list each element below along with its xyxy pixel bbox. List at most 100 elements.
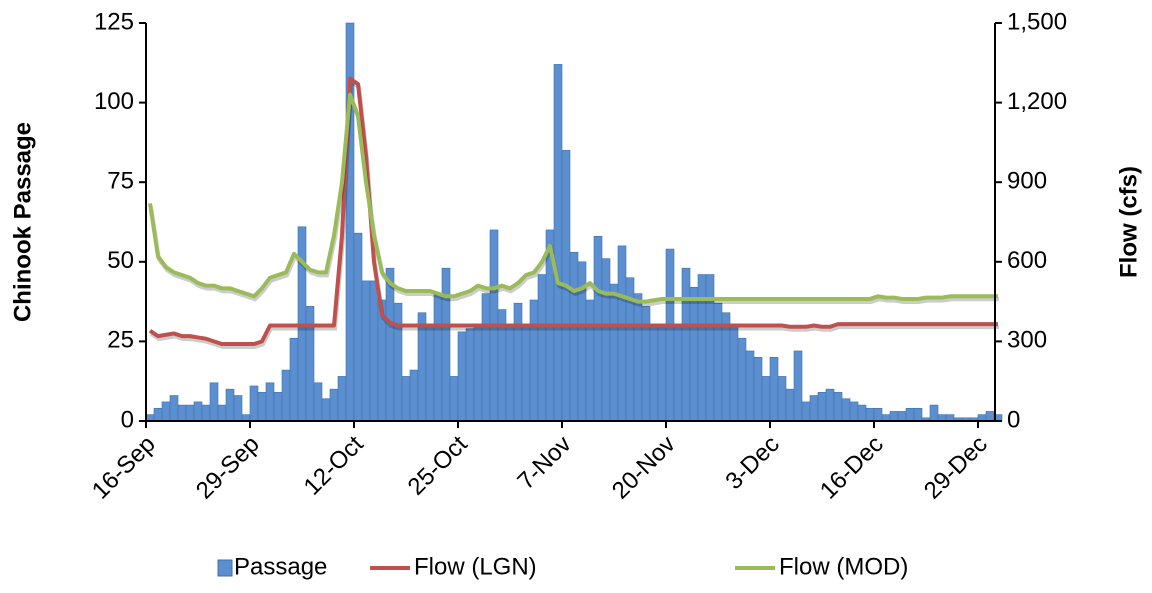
bar <box>633 293 643 422</box>
bar <box>257 392 267 422</box>
bar <box>729 325 739 422</box>
y-axis-label: Chinook Passage <box>9 122 36 322</box>
bar <box>793 350 803 422</box>
bar <box>233 395 243 422</box>
bar <box>385 267 395 422</box>
bar <box>801 401 811 422</box>
bar <box>705 274 715 422</box>
bar <box>433 293 443 422</box>
legend-label: Flow (MOD) <box>779 553 908 580</box>
bar <box>569 251 579 422</box>
bar <box>817 392 827 422</box>
line-shadow <box>149 78 999 350</box>
bar <box>217 404 227 422</box>
bar <box>873 407 883 422</box>
bar <box>841 398 851 422</box>
bar <box>985 411 995 422</box>
y2-tick-label: 1,200 <box>1007 88 1067 115</box>
bar <box>913 407 923 422</box>
bar <box>529 299 539 422</box>
bar <box>209 382 219 422</box>
x-tick-label: 16-Sep <box>87 431 161 505</box>
bar <box>585 299 595 422</box>
bar <box>649 325 659 422</box>
bar <box>177 404 187 422</box>
bar <box>449 376 459 422</box>
x-tick-label: 16-Dec <box>815 431 889 505</box>
line <box>148 76 998 347</box>
bar <box>553 64 563 422</box>
bar <box>753 357 763 422</box>
bar <box>601 258 611 422</box>
bar <box>161 401 171 422</box>
y2-axis-label: Flow (cfs) <box>1115 166 1142 278</box>
bar <box>249 385 259 422</box>
bar <box>465 328 475 422</box>
bar <box>409 369 419 422</box>
bar <box>393 302 403 422</box>
x-tick-label: 12-Oct <box>299 430 369 500</box>
bar <box>273 392 283 422</box>
bar <box>513 302 523 422</box>
y-tick-label: 125 <box>94 8 134 35</box>
bar <box>281 369 291 422</box>
y2-tick-label: 900 <box>1007 168 1047 195</box>
bar <box>185 404 195 422</box>
bar <box>265 382 275 422</box>
bar <box>905 407 915 422</box>
bar <box>785 388 795 422</box>
y2-tick-label: 0 <box>1007 406 1020 433</box>
bar <box>617 245 627 422</box>
bar <box>337 376 347 422</box>
line <box>148 92 998 304</box>
bar <box>169 395 179 422</box>
bar <box>697 274 707 422</box>
bar <box>225 388 235 422</box>
x-tick-label: 7-Nov <box>512 431 576 495</box>
bar <box>313 382 323 422</box>
legend-label: Flow (LGN) <box>414 553 537 580</box>
legend-label: Passage <box>234 553 327 580</box>
y-tick-label: 75 <box>107 168 134 195</box>
bar <box>361 280 371 422</box>
bar <box>441 267 451 422</box>
bar <box>777 376 787 422</box>
bar <box>505 325 515 422</box>
bar <box>537 274 547 422</box>
bar <box>369 280 379 422</box>
y-tick-label: 0 <box>121 406 134 433</box>
bar <box>329 388 339 422</box>
x-tick-label: 3-Dec <box>720 431 784 495</box>
y2-tick-label: 300 <box>1007 327 1047 354</box>
bar <box>737 337 747 422</box>
bar <box>761 376 771 422</box>
bar <box>665 248 675 422</box>
bar <box>849 401 859 422</box>
y-tick-label: 25 <box>107 327 134 354</box>
bar <box>425 325 435 422</box>
bar <box>353 232 363 422</box>
bar <box>689 286 699 422</box>
bar <box>289 337 299 422</box>
bar <box>769 357 779 422</box>
bar <box>833 392 843 422</box>
x-tick-label: 25-Oct <box>403 430 473 500</box>
bar <box>657 325 667 422</box>
bar <box>673 325 683 422</box>
bar <box>897 411 907 422</box>
bar <box>857 404 867 422</box>
bar <box>321 398 331 422</box>
bar <box>889 411 899 422</box>
x-tick-label: 29-Sep <box>191 431 265 505</box>
line-shadow <box>149 96 999 307</box>
y2-tick-label: 600 <box>1007 247 1047 274</box>
bar <box>457 331 467 422</box>
y2-tick-label: 1,500 <box>1007 8 1067 35</box>
x-tick-label: 20-Nov <box>607 431 681 505</box>
bar <box>929 404 939 422</box>
bar <box>609 283 619 422</box>
y-tick-label: 100 <box>94 88 134 115</box>
bar <box>153 407 163 422</box>
bar <box>473 325 483 422</box>
